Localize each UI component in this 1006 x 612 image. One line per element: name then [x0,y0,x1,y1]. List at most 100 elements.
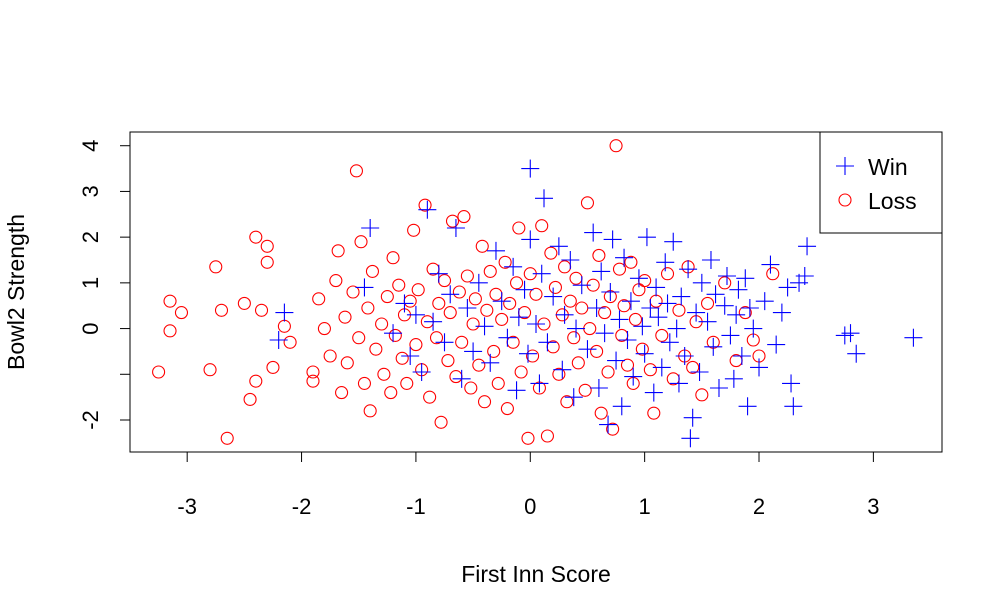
loss-point [441,354,455,368]
loss-point [500,402,514,416]
win-point [615,248,634,267]
win-point [649,308,668,327]
loss-point [571,356,585,370]
win-point [603,230,622,249]
loss-point [407,223,421,237]
loss-point [594,406,608,420]
loss-point [521,431,535,445]
win-point [727,305,746,324]
loss-point [152,365,166,379]
win-point [384,324,403,343]
loss-point [388,328,402,342]
win-point [549,237,568,256]
win-point [564,388,583,407]
win-point [667,319,686,338]
loss-point [423,390,437,404]
win-point [601,283,620,301]
loss-point [628,312,643,326]
win-point [782,374,801,393]
loss-point [468,292,482,306]
win-point [435,333,454,352]
loss-point [477,395,492,409]
loss-point [395,351,409,365]
loss-point [567,331,581,345]
win-point [669,374,688,393]
loss-point [514,365,528,379]
win-point [269,331,288,349]
loss-point [220,431,234,445]
loss-point [560,395,574,409]
loss-point [452,285,466,299]
loss-point [483,264,497,278]
loss-point [445,214,460,228]
win-point [595,324,614,343]
legend-plus-icon [836,157,854,175]
loss-point [418,198,432,212]
loss-point [466,317,480,331]
win-point [610,310,629,329]
y-tick-label: -2 [78,410,103,430]
win-point [738,397,757,416]
loss-point [535,219,549,233]
loss-point [718,276,732,290]
win-point [795,267,814,285]
win-point [412,363,431,381]
loss-point [443,306,457,320]
x-tick-label: -2 [292,494,312,519]
loss-point [260,255,274,269]
loss-point [163,324,177,338]
loss-point [363,404,377,418]
loss-point [214,303,229,317]
win-point [592,262,611,281]
loss-point [400,376,414,390]
win-point [736,269,755,288]
win-point [687,303,706,322]
win-point [535,189,554,208]
win-point [518,344,537,363]
loss-point [375,317,389,331]
y-tick-label: 2 [78,231,103,243]
loss-point [472,358,486,372]
loss-point [495,312,509,326]
win-point [406,305,425,324]
loss-point [338,310,352,324]
loss-point [354,235,368,249]
loss-point [209,260,223,274]
loss-point [260,239,274,253]
loss-point [237,296,251,310]
loss-point [460,269,474,283]
legend-win-marker [836,157,854,175]
loss-point [647,406,661,420]
win-point [521,230,540,249]
win-point [355,278,374,297]
win-point [555,305,574,324]
x-axis: -3 -2 -1 0 1 2 3 [177,451,880,519]
loss-point [503,296,517,310]
loss-point [243,392,257,406]
data-points [152,139,923,448]
win-point [784,397,803,416]
loss-point [624,255,638,269]
win-point [778,278,797,297]
loss-point [409,338,423,352]
win-point [679,260,698,279]
win-point [624,367,643,386]
x-tick-label: 3 [867,494,879,519]
win-point [656,253,675,272]
win-point [621,292,640,311]
loss-point [340,356,354,370]
win-point [530,374,549,393]
y-tick-label: 1 [78,277,103,289]
win-point [458,299,477,317]
win-point [750,358,769,377]
loss-point [695,388,709,402]
loss-point [686,360,700,374]
loss-point [306,374,320,388]
win-point [424,312,443,331]
loss-point [598,306,612,320]
win-point [486,241,505,260]
loss-point [331,244,345,258]
win-point [395,294,414,313]
legend-box [819,131,943,234]
